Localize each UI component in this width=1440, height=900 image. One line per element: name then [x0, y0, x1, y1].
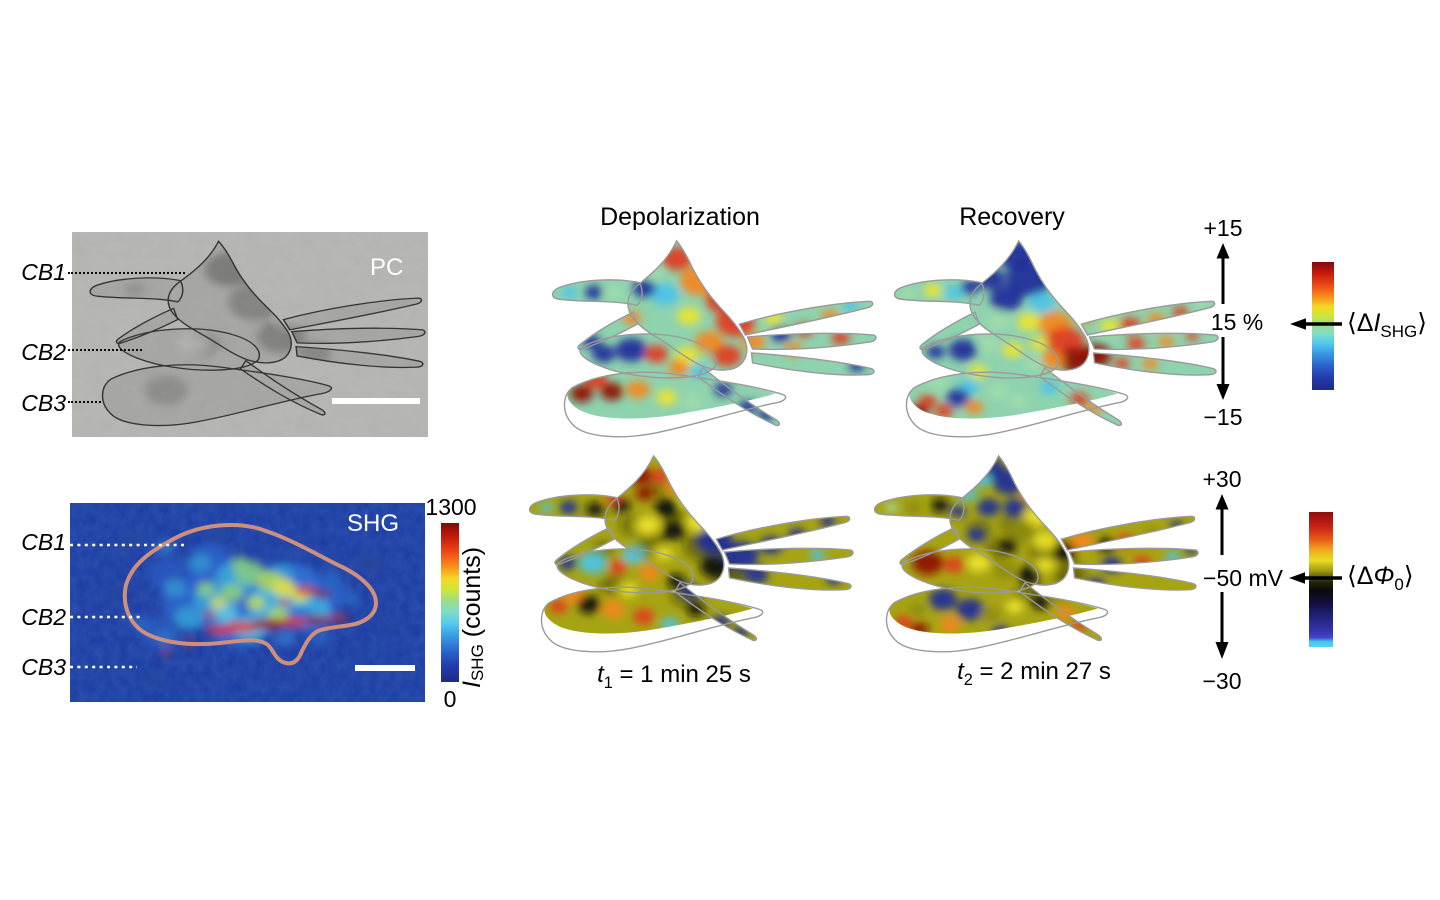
shg-panel-label: SHG [347, 510, 400, 537]
arrow-left-icon [1289, 572, 1342, 584]
map-potential-t1 [512, 446, 856, 664]
map-intensity-recovery [877, 231, 1221, 449]
intensity-scale-span: 15 % [1210, 309, 1264, 335]
potential-scale-min: −30 [1202, 668, 1242, 694]
pc-cb1-leader-line [68, 272, 185, 274]
pc-marker-cb2: CB2 [21, 339, 66, 365]
shg-scale-bar [355, 665, 415, 671]
arrow-down-icon [1215, 592, 1229, 659]
intensity-colorbar [1312, 262, 1334, 390]
pc-cb2-leader-line [68, 349, 142, 351]
caption-t2: t2 = 2 min 27 s [957, 658, 1111, 689]
shg-marker-cb1: CB1 [21, 529, 66, 555]
caption-t1: t1 = 1 min 25 s [597, 661, 751, 692]
shg-counts-min: 0 [443, 686, 457, 712]
column-title-depolarization: Depolarization [600, 203, 760, 231]
intensity-scale-max: +15 [1203, 215, 1243, 241]
potential-legend: ⟨ΔΦ0⟩ [1347, 562, 1414, 594]
shg-counts-max: 1300 [425, 494, 477, 520]
pc-image [72, 232, 428, 437]
pc-scale-bar [332, 398, 420, 404]
shg-cell-outline [122, 523, 378, 666]
shg-image [70, 503, 425, 702]
pc-cb3-leader-line [68, 401, 101, 403]
potential-scale-max: +30 [1202, 466, 1242, 492]
pc-marker-cb3: CB3 [21, 390, 66, 416]
shg-marker-cb2: CB2 [21, 604, 66, 630]
shg-marker-cb3: CB3 [21, 654, 66, 680]
pc-panel-label: PC [370, 254, 404, 281]
shg-counts-colorbar [441, 523, 459, 682]
pc-marker-cb1: CB1 [21, 259, 66, 285]
intensity-legend: ⟨ΔISHG⟩ [1347, 309, 1428, 341]
intensity-scale-min: −15 [1203, 404, 1243, 430]
arrow-down-icon [1216, 337, 1230, 400]
map-potential-t2 [857, 446, 1201, 664]
potential-scale-reference: −50 mV [1203, 565, 1283, 591]
arrow-left-icon [1290, 318, 1342, 330]
column-title-recovery: Recovery [959, 203, 1065, 231]
map-intensity-depolarization [535, 231, 879, 449]
shg-leader-lines [70, 543, 185, 669]
shg-counts-axis-label: ISHG (counts) [458, 546, 487, 688]
arrow-up-icon [1216, 242, 1230, 304]
arrow-up-icon [1215, 493, 1229, 555]
